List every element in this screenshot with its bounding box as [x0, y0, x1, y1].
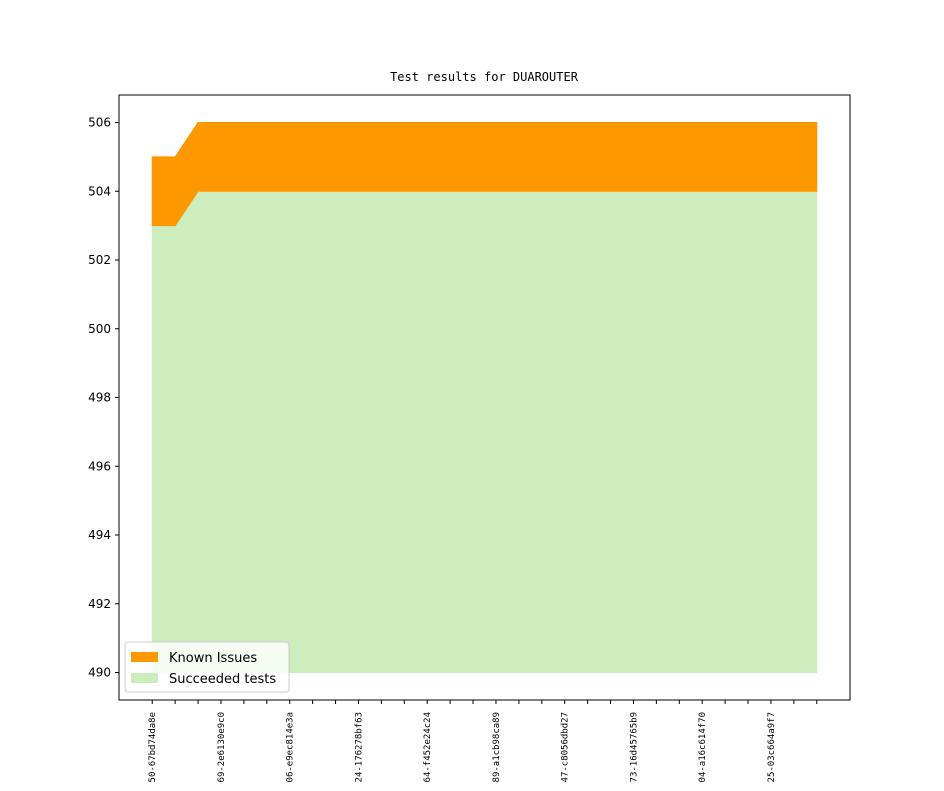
y-tick-label: 496: [88, 459, 111, 473]
legend-label: Succeeded tests: [169, 672, 276, 687]
x-tick-label: 89-a1cb98ca89: [492, 712, 502, 782]
y-tick-label: 502: [88, 253, 111, 267]
x-tick-label: 50-67bd74da8e: [148, 712, 158, 782]
x-tick-label: 64-f452e24c24: [423, 712, 433, 782]
y-tick-label: 492: [88, 597, 111, 611]
y-tick-label: 500: [88, 322, 111, 336]
legend-swatch: [131, 652, 158, 662]
chart-title: Test results for DUAROUTER: [390, 70, 579, 84]
legend-swatch: [131, 673, 158, 683]
y-tick-label: 490: [88, 666, 111, 680]
x-tick-label: 47-c8056dbd27: [561, 712, 571, 782]
area: [151, 122, 818, 227]
x-tick-label: 24-176278bf63: [354, 712, 364, 782]
legend-box: [124, 641, 290, 693]
x-tick-label: 69-2e6130e9c0: [217, 712, 227, 782]
x-tick-label: 06-e9ec814e3a: [286, 712, 296, 782]
x-tick-label: 25-03c664a9f7: [767, 712, 777, 782]
x-tick-label: 73-16d45765b9: [629, 712, 639, 782]
area: [151, 190, 818, 673]
y-tick-label: 494: [88, 528, 111, 542]
y-tick-label: 506: [88, 116, 111, 130]
y-tick-label: 504: [88, 184, 111, 198]
y-tick-label: 498: [88, 391, 111, 405]
legend-label: Known Issues: [169, 651, 257, 666]
x-tick-label: 04-a16c614f70: [698, 712, 708, 782]
